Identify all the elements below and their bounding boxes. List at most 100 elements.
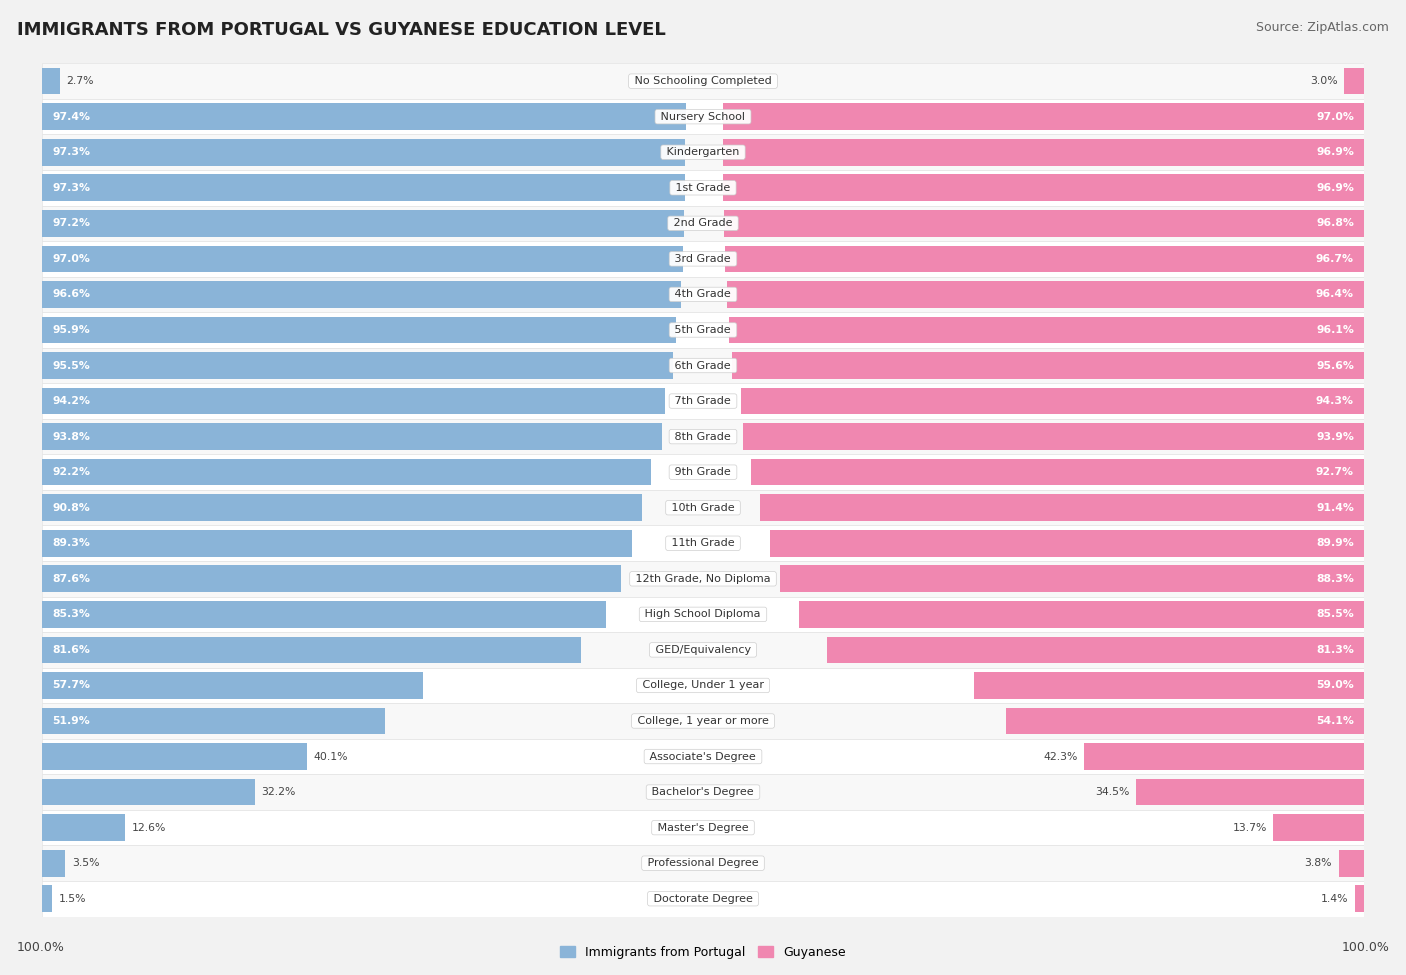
Text: 96.1%: 96.1% <box>1316 325 1354 335</box>
Bar <box>723 103 1364 130</box>
Bar <box>42 63 1364 98</box>
Bar <box>724 175 1364 201</box>
Text: 2nd Grade: 2nd Grade <box>671 218 735 228</box>
Bar <box>42 206 1364 241</box>
Bar <box>727 281 1364 308</box>
Bar <box>42 566 621 592</box>
Text: 97.3%: 97.3% <box>52 147 90 157</box>
Text: 95.9%: 95.9% <box>52 325 90 335</box>
Text: 9th Grade: 9th Grade <box>672 467 734 477</box>
Bar <box>42 317 676 343</box>
Text: 32.2%: 32.2% <box>262 787 295 798</box>
Bar <box>42 489 1364 526</box>
Text: 95.6%: 95.6% <box>1316 361 1354 370</box>
Text: 94.3%: 94.3% <box>1316 396 1354 406</box>
Bar <box>728 317 1364 343</box>
Bar <box>42 68 60 95</box>
Text: 2.7%: 2.7% <box>66 76 94 86</box>
Bar <box>42 454 1364 489</box>
Bar <box>42 175 685 201</box>
Text: Doctorate Degree: Doctorate Degree <box>650 894 756 904</box>
Bar <box>42 98 1364 135</box>
Text: IMMIGRANTS FROM PORTUGAL VS GUYANESE EDUCATION LEVEL: IMMIGRANTS FROM PORTUGAL VS GUYANESE EDU… <box>17 21 665 39</box>
Bar <box>724 210 1364 237</box>
Bar <box>42 708 385 734</box>
Text: GED/Equivalency: GED/Equivalency <box>652 644 754 655</box>
Text: Associate's Degree: Associate's Degree <box>647 752 759 761</box>
Text: 7th Grade: 7th Grade <box>672 396 734 406</box>
Bar <box>42 138 685 166</box>
Text: 91.4%: 91.4% <box>1316 503 1354 513</box>
Bar <box>42 632 1364 668</box>
Bar <box>42 459 651 486</box>
Bar <box>42 281 681 308</box>
Text: 59.0%: 59.0% <box>1316 681 1354 690</box>
Bar <box>741 388 1364 414</box>
Text: 100.0%: 100.0% <box>1341 941 1389 955</box>
Text: 12th Grade, No Diploma: 12th Grade, No Diploma <box>631 574 775 584</box>
Bar <box>1007 708 1364 734</box>
Text: 96.6%: 96.6% <box>52 290 90 299</box>
Text: 97.2%: 97.2% <box>52 218 90 228</box>
Text: 88.3%: 88.3% <box>1316 574 1354 584</box>
Text: 95.5%: 95.5% <box>52 361 90 370</box>
Text: 3rd Grade: 3rd Grade <box>672 254 734 264</box>
Bar <box>974 672 1364 699</box>
Bar <box>42 419 1364 454</box>
Bar <box>42 845 1364 881</box>
Bar <box>42 526 1364 561</box>
Text: 93.9%: 93.9% <box>1316 432 1354 442</box>
Bar <box>42 637 582 663</box>
Text: College, 1 year or more: College, 1 year or more <box>634 716 772 726</box>
Text: 89.9%: 89.9% <box>1316 538 1354 548</box>
Bar <box>42 810 1364 845</box>
Text: 85.5%: 85.5% <box>1316 609 1354 619</box>
Text: Master's Degree: Master's Degree <box>654 823 752 833</box>
Text: 1.4%: 1.4% <box>1320 894 1348 904</box>
Text: 97.0%: 97.0% <box>52 254 90 264</box>
Text: Nursery School: Nursery School <box>657 112 749 122</box>
Bar <box>42 423 662 449</box>
Text: 96.7%: 96.7% <box>1316 254 1354 264</box>
Text: 89.3%: 89.3% <box>52 538 90 548</box>
Text: 85.3%: 85.3% <box>52 609 90 619</box>
Bar <box>780 566 1364 592</box>
Text: College, Under 1 year: College, Under 1 year <box>638 681 768 690</box>
Text: 3.0%: 3.0% <box>1310 76 1337 86</box>
Bar <box>42 246 683 272</box>
Text: 100.0%: 100.0% <box>17 941 65 955</box>
Text: 96.9%: 96.9% <box>1316 182 1354 193</box>
Bar <box>42 850 65 877</box>
Text: 40.1%: 40.1% <box>314 752 349 761</box>
Text: 12.6%: 12.6% <box>132 823 166 833</box>
Text: 51.9%: 51.9% <box>52 716 90 726</box>
Text: 92.7%: 92.7% <box>1316 467 1354 477</box>
Bar <box>724 138 1364 166</box>
Text: 90.8%: 90.8% <box>52 503 90 513</box>
Text: 94.2%: 94.2% <box>52 396 90 406</box>
Text: 1st Grade: 1st Grade <box>672 182 734 193</box>
Bar <box>751 459 1364 486</box>
Bar <box>42 352 673 379</box>
Bar <box>759 494 1364 521</box>
Bar <box>42 774 1364 810</box>
Bar <box>42 383 1364 419</box>
Text: 3.5%: 3.5% <box>72 858 100 868</box>
Bar <box>1136 779 1364 805</box>
Text: 6th Grade: 6th Grade <box>672 361 734 370</box>
Bar <box>42 494 643 521</box>
Bar <box>42 885 52 912</box>
Bar <box>42 277 1364 312</box>
Text: 81.3%: 81.3% <box>1316 644 1354 655</box>
Bar <box>42 597 1364 632</box>
Text: 10th Grade: 10th Grade <box>668 503 738 513</box>
Bar <box>42 703 1364 739</box>
Bar <box>769 530 1364 557</box>
Text: 96.8%: 96.8% <box>1316 218 1354 228</box>
Text: High School Diploma: High School Diploma <box>641 609 765 619</box>
Text: No Schooling Completed: No Schooling Completed <box>631 76 775 86</box>
Bar <box>42 672 423 699</box>
Text: 34.5%: 34.5% <box>1095 787 1129 798</box>
Bar <box>42 561 1364 597</box>
Bar <box>42 241 1364 277</box>
